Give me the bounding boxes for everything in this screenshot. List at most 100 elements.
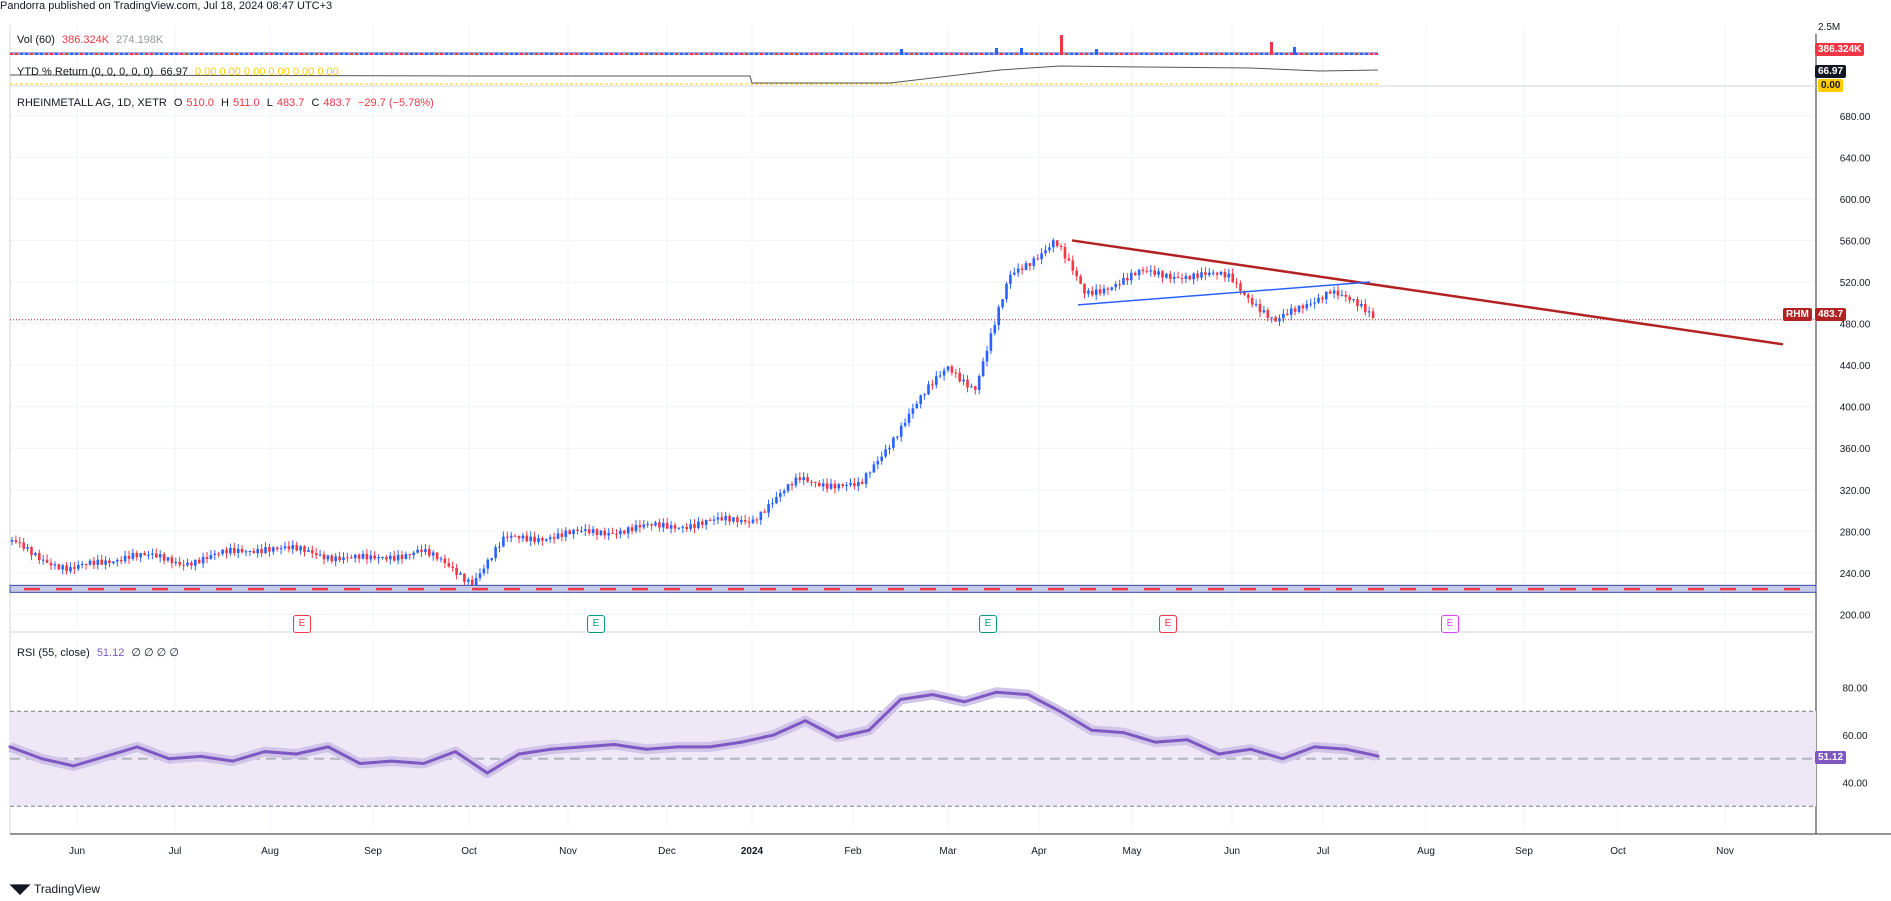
candle-body — [927, 384, 930, 395]
candle-body — [1048, 247, 1051, 251]
volume-bar — [1200, 53, 1203, 55]
candle-body — [977, 376, 981, 390]
candle-body — [396, 555, 400, 561]
volume-bar — [115, 53, 118, 55]
candle-body — [1305, 304, 1309, 309]
rsi-point — [1217, 752, 1221, 756]
volume-bar — [205, 53, 208, 55]
volume-bar — [310, 53, 313, 55]
main-legend[interactable]: RHEINMETALL AG, 1D, XETR O 510.0 H 511.0 L… — [17, 97, 442, 109]
candle-body — [1270, 317, 1273, 319]
candle-body — [377, 557, 380, 559]
time-tick-label: Sep — [1515, 846, 1533, 857]
volume-bar — [850, 53, 853, 55]
candle-body — [599, 530, 603, 536]
volume-bar — [170, 53, 173, 55]
ytd-legend[interactable]: YTD % Return (0, 0, 0, 0, 0) 66.97 0.00 … — [17, 66, 343, 78]
rsi-tick-label: 60.00 — [1842, 731, 1867, 742]
candle-body — [545, 539, 548, 541]
separator-mark — [120, 587, 136, 591]
rsi-point — [803, 719, 807, 723]
volume-bar — [1130, 53, 1133, 55]
volume-bar — [575, 53, 578, 55]
earnings-marker[interactable]: E — [293, 615, 311, 633]
rsi-point — [103, 754, 107, 758]
candle-body — [775, 496, 778, 504]
volume-bar — [870, 53, 873, 55]
candle-body — [849, 483, 852, 485]
volume-bar — [1220, 53, 1223, 55]
candle-body — [1161, 271, 1164, 278]
rsi-point — [581, 745, 585, 749]
volume-bar — [605, 53, 608, 55]
volume-bar — [1295, 53, 1298, 55]
candle-body — [626, 527, 630, 534]
volume-bar — [935, 53, 938, 55]
volume-bar — [320, 53, 323, 55]
price-tick-label: 680.00 — [1840, 112, 1871, 123]
earnings-marker[interactable]: E — [979, 615, 997, 633]
candle-body — [650, 524, 653, 526]
price-tick-label: 520.00 — [1840, 278, 1871, 289]
volume-bar — [800, 53, 803, 55]
volume-bar — [1040, 53, 1043, 55]
candle-body — [1001, 299, 1004, 308]
volume-bar — [565, 53, 568, 55]
candle-body — [1020, 268, 1024, 270]
volume-bar — [75, 53, 78, 55]
earnings-marker[interactable]: E — [1159, 615, 1177, 633]
volume-bar — [355, 53, 358, 55]
volume-bar — [970, 53, 973, 55]
candle-body — [100, 559, 103, 565]
price-tick-label: 440.00 — [1840, 361, 1871, 372]
price-tick-label: 600.00 — [1840, 195, 1871, 206]
volume-bar — [175, 53, 178, 55]
volume-bar — [80, 53, 83, 55]
volume-bar — [1285, 53, 1288, 55]
candle-body — [782, 490, 786, 494]
rsi-point — [612, 743, 616, 746]
volume-bar — [300, 53, 303, 55]
tradingview-brand[interactable]: ◥◤ TradingView — [10, 881, 100, 897]
rsi-line — [9, 690, 1379, 775]
volume-bar — [430, 53, 433, 55]
candle-body — [892, 437, 895, 448]
volume-bar — [505, 53, 508, 55]
candle-body — [104, 560, 107, 565]
volume-bar — [815, 53, 818, 55]
volume-legend-average: 274.198K — [116, 34, 164, 46]
candle-body — [392, 555, 396, 561]
candle-body — [256, 549, 259, 554]
candle-body — [1071, 260, 1075, 271]
candle-body — [299, 546, 302, 551]
earnings-marker[interactable]: E — [587, 615, 605, 633]
volume-bar — [345, 53, 348, 55]
volume-bar — [890, 53, 893, 55]
candle-body — [205, 557, 209, 559]
candle-body — [619, 530, 622, 535]
candle-body — [116, 559, 119, 562]
volume-bar — [435, 53, 438, 55]
volume-bar — [1235, 53, 1238, 55]
separator-mark — [216, 587, 232, 591]
candle-body — [1258, 304, 1262, 313]
rsi-legend[interactable]: RSI (55, close) 51.12 ∅ ∅ ∅ ∅ — [17, 646, 183, 659]
candle-body — [724, 516, 727, 521]
candle-body — [73, 567, 76, 569]
candle-body — [790, 484, 794, 486]
volume-bar — [1080, 53, 1083, 55]
candle-body — [123, 555, 127, 562]
candle-body — [1169, 273, 1172, 279]
tradingview-brand-label: TradingView — [34, 882, 101, 896]
candle-body — [568, 530, 571, 534]
earnings-marker[interactable]: E — [1441, 615, 1459, 633]
volume-bar — [735, 53, 738, 55]
separator-mark — [696, 587, 712, 591]
rsi-point — [326, 745, 330, 749]
volume-bar — [895, 53, 898, 55]
rsi-point — [517, 752, 521, 756]
volume-legend[interactable]: Vol (60) 386.324K 274.198K — [17, 34, 167, 46]
candle-body — [1297, 305, 1301, 312]
volume-bar — [360, 53, 363, 55]
